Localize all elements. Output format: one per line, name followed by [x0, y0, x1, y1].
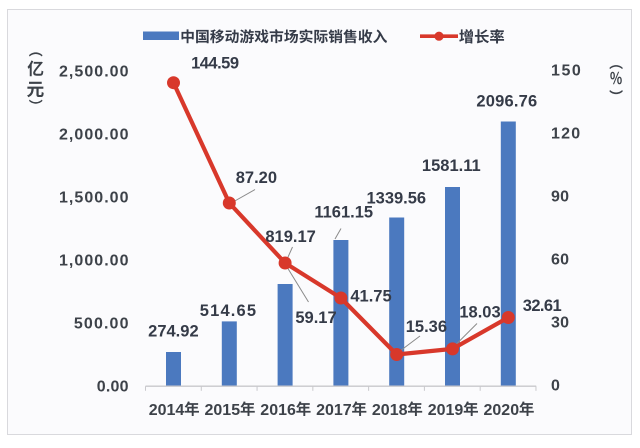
svg-text:18.03: 18.03 — [459, 303, 500, 321]
svg-text:1161.15: 1161.15 — [314, 204, 373, 222]
svg-text:2016: 2016 — [260, 402, 296, 419]
svg-text:500.00: 500.00 — [74, 316, 130, 333]
svg-text:2015: 2015 — [205, 402, 241, 419]
svg-text:0.00: 0.00 — [97, 379, 129, 396]
svg-text:2020: 2020 — [484, 402, 520, 419]
svg-text:41.75: 41.75 — [350, 287, 391, 305]
svg-text:32.61: 32.61 — [523, 297, 562, 315]
svg-text:60: 60 — [551, 252, 569, 269]
svg-text:2,500.00: 2,500.00 — [59, 64, 130, 81]
svg-text:0: 0 — [551, 378, 560, 395]
svg-text:59.17: 59.17 — [295, 309, 336, 327]
svg-text:87.20: 87.20 — [236, 169, 277, 187]
svg-text:819.17: 819.17 — [265, 228, 315, 246]
svg-text:90: 90 — [551, 189, 569, 206]
svg-text:1339.56: 1339.56 — [366, 189, 426, 207]
svg-text:514.65: 514.65 — [200, 302, 258, 320]
svg-text:1,000.00: 1,000.00 — [59, 253, 130, 270]
svg-text:15.36: 15.36 — [406, 318, 447, 336]
svg-text:144.59: 144.59 — [191, 54, 239, 72]
svg-text:2014: 2014 — [149, 402, 185, 419]
svg-text:2,000.00: 2,000.00 — [59, 127, 130, 144]
svg-text:1581.11: 1581.11 — [422, 157, 481, 175]
svg-text:2017: 2017 — [316, 402, 352, 419]
svg-text:30: 30 — [551, 315, 569, 332]
svg-text:274.92: 274.92 — [148, 323, 198, 341]
svg-text:1,500.00: 1,500.00 — [59, 190, 130, 207]
svg-text:2019: 2019 — [428, 402, 464, 419]
svg-text:150: 150 — [551, 63, 582, 80]
svg-text:2096.76: 2096.76 — [476, 93, 537, 111]
svg-text:120: 120 — [551, 126, 581, 143]
svg-text:2018: 2018 — [372, 402, 408, 419]
